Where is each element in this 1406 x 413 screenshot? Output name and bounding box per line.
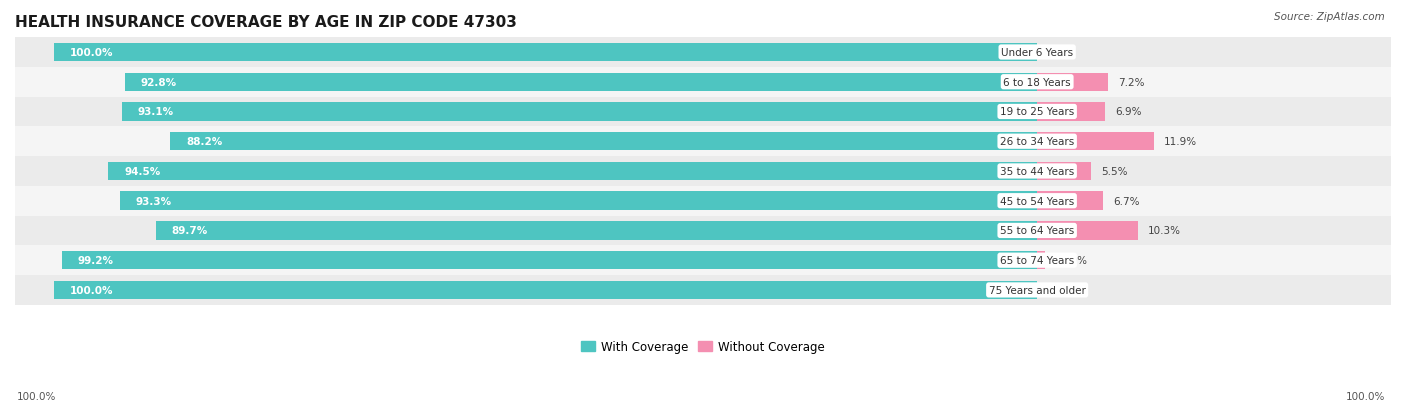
Bar — [125, 74, 1038, 92]
Text: 26 to 34 Years: 26 to 34 Years — [1000, 137, 1074, 147]
Legend: With Coverage, Without Coverage: With Coverage, Without Coverage — [576, 335, 830, 358]
Text: 7.2%: 7.2% — [1118, 78, 1144, 88]
Bar — [55, 281, 1038, 299]
Bar — [15, 97, 1391, 127]
Text: 10.3%: 10.3% — [1149, 226, 1181, 236]
Bar — [108, 162, 1038, 181]
Text: 6.7%: 6.7% — [1114, 196, 1139, 206]
Text: 100.0%: 100.0% — [70, 48, 114, 58]
Bar — [15, 246, 1391, 275]
Text: 93.1%: 93.1% — [138, 107, 174, 117]
Bar — [15, 186, 1391, 216]
Bar — [170, 133, 1038, 151]
Bar — [15, 38, 1391, 68]
Text: 75 Years and older: 75 Years and older — [988, 285, 1085, 295]
Bar — [15, 157, 1391, 186]
Text: 55 to 64 Years: 55 to 64 Years — [1000, 226, 1074, 236]
Text: 5.5%: 5.5% — [1101, 166, 1128, 176]
Text: 45 to 54 Years: 45 to 54 Years — [1000, 196, 1074, 206]
Bar — [1038, 133, 1154, 151]
Bar — [1038, 162, 1091, 181]
Bar — [1038, 222, 1139, 240]
Text: 6 to 18 Years: 6 to 18 Years — [1004, 78, 1071, 88]
Text: Source: ZipAtlas.com: Source: ZipAtlas.com — [1274, 12, 1385, 22]
Bar — [1038, 192, 1104, 210]
Bar — [1038, 103, 1105, 121]
Text: 100.0%: 100.0% — [1346, 391, 1385, 401]
Bar — [122, 103, 1038, 121]
Text: 99.2%: 99.2% — [77, 256, 114, 266]
Bar — [15, 275, 1391, 305]
Text: 65 to 74 Years: 65 to 74 Years — [1000, 256, 1074, 266]
Text: 6.9%: 6.9% — [1115, 107, 1142, 117]
Bar — [120, 192, 1038, 210]
Text: 0.0%: 0.0% — [1047, 48, 1073, 58]
Text: 94.5%: 94.5% — [124, 166, 160, 176]
Bar — [156, 222, 1038, 240]
Text: 88.2%: 88.2% — [186, 137, 222, 147]
Bar — [15, 216, 1391, 246]
Bar — [1038, 252, 1045, 270]
Text: Under 6 Years: Under 6 Years — [1001, 48, 1073, 58]
Text: 19 to 25 Years: 19 to 25 Years — [1000, 107, 1074, 117]
Text: 0.79%: 0.79% — [1054, 256, 1088, 266]
Text: 11.9%: 11.9% — [1164, 137, 1197, 147]
Text: 92.8%: 92.8% — [141, 78, 177, 88]
Text: 100.0%: 100.0% — [17, 391, 56, 401]
Text: 89.7%: 89.7% — [172, 226, 208, 236]
Bar — [1038, 74, 1108, 92]
Bar — [62, 252, 1038, 270]
Text: 0.0%: 0.0% — [1047, 285, 1073, 295]
Text: 93.3%: 93.3% — [136, 196, 172, 206]
Bar — [15, 127, 1391, 157]
Bar — [15, 68, 1391, 97]
Text: 35 to 44 Years: 35 to 44 Years — [1000, 166, 1074, 176]
Bar — [55, 44, 1038, 62]
Text: 100.0%: 100.0% — [70, 285, 114, 295]
Text: HEALTH INSURANCE COVERAGE BY AGE IN ZIP CODE 47303: HEALTH INSURANCE COVERAGE BY AGE IN ZIP … — [15, 15, 517, 30]
